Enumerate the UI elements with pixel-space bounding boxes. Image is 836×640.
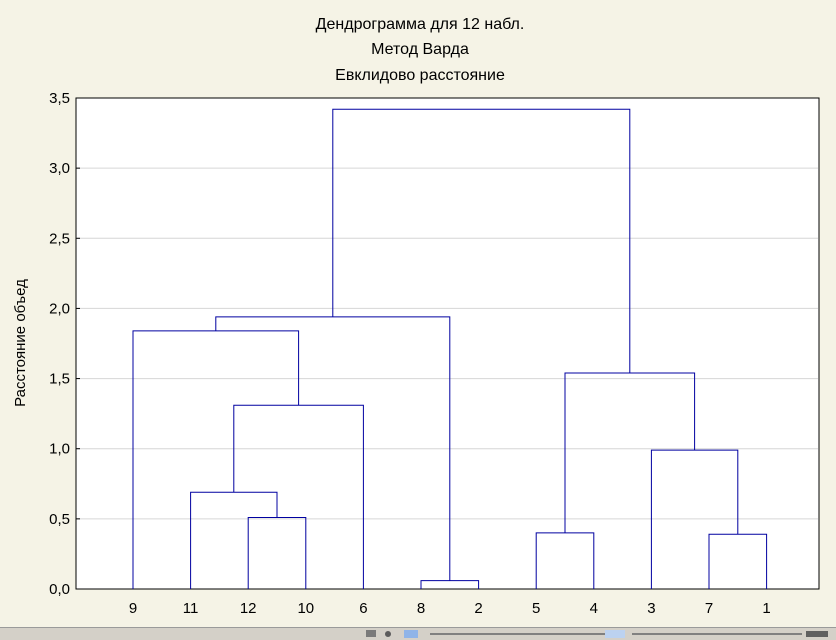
chart-titles: Дендрограмма для 12 набл. Метод Варда Ев… bbox=[316, 16, 525, 84]
scrollbar-left-handle[interactable] bbox=[404, 630, 418, 638]
dendrogram-links bbox=[132, 108, 768, 589]
x-leaf-label: 9 bbox=[129, 600, 137, 617]
x-leaf-label: 3 bbox=[647, 600, 655, 617]
x-leaf-label: 10 bbox=[297, 600, 314, 617]
x-leaf-label: 8 bbox=[417, 600, 425, 617]
x-leaf-label: 7 bbox=[705, 600, 713, 617]
y-tick-label: 1,0 bbox=[49, 441, 70, 458]
x-leaf-label: 12 bbox=[240, 600, 257, 617]
dendrogram-link bbox=[215, 316, 451, 581]
x-leaf-label: 5 bbox=[532, 600, 540, 617]
y-tick-label: 3,0 bbox=[49, 160, 70, 177]
dendrogram-link bbox=[233, 404, 364, 589]
dendrogram-link bbox=[332, 108, 631, 373]
scrollbar-track[interactable] bbox=[430, 633, 605, 635]
dendrogram-link bbox=[535, 532, 595, 589]
chart-title-line-3: Евклидово расстояние bbox=[335, 67, 505, 84]
dendrogram-link bbox=[708, 533, 768, 589]
dendrogram-link bbox=[420, 580, 480, 589]
x-leaf-label: 2 bbox=[474, 600, 482, 617]
dendrogram-link bbox=[190, 491, 278, 589]
x-leaf-label: 6 bbox=[359, 600, 367, 617]
x-axis-leaf-labels: 9 11 12 10 6 8 2 5 4 3 7 1 bbox=[129, 600, 771, 617]
chart-title-line-1: Дендрограмма для 12 набл. bbox=[316, 16, 525, 33]
zoom-controls[interactable] bbox=[366, 630, 391, 637]
y-tick-label: 2,5 bbox=[49, 230, 70, 247]
y-tick-label: 0,5 bbox=[49, 511, 70, 528]
dendrogram-chart: Дендрограмма для 12 набл. Метод Варда Ев… bbox=[12, 16, 820, 617]
chart-title-line-2: Метод Варда bbox=[371, 41, 469, 58]
x-leaf-label: 11 bbox=[183, 600, 199, 617]
grid-lines bbox=[77, 167, 818, 520]
x-leaf-label: 4 bbox=[590, 600, 598, 617]
status-bar bbox=[0, 627, 836, 640]
scrollbar-right-handle[interactable] bbox=[605, 630, 625, 638]
resize-grip-icon[interactable] bbox=[806, 631, 828, 637]
y-tick-label: 3,5 bbox=[49, 90, 70, 107]
plot-area bbox=[75, 97, 820, 590]
y-axis-label: Расстояние объед bbox=[12, 279, 29, 407]
y-axis-ticks: 0,0 0,5 1,0 1,5 2,0 2,5 3,0 3,5 bbox=[49, 90, 80, 598]
y-tick-label: 0,0 bbox=[49, 581, 70, 598]
x-leaf-label: 1 bbox=[762, 600, 770, 617]
y-tick-label: 1,5 bbox=[49, 371, 70, 388]
scrollbar-track-right[interactable] bbox=[632, 633, 802, 635]
y-tick-label: 2,0 bbox=[49, 300, 70, 317]
